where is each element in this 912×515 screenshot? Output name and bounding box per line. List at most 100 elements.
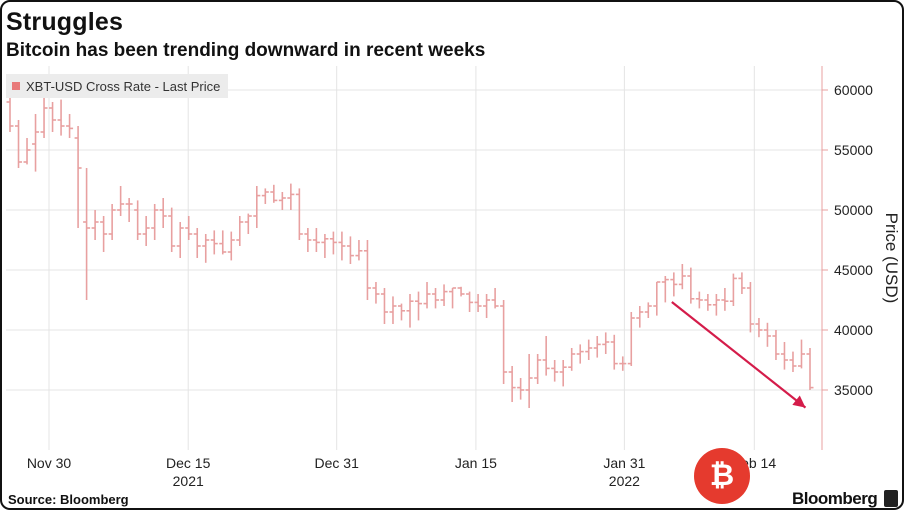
ohlc-bar (508, 366, 516, 402)
ohlc-bar (142, 216, 150, 246)
ohlc-bar (193, 228, 201, 258)
ohlc-bar (168, 207, 176, 252)
x-tick-label: Nov 30 (27, 455, 72, 471)
x-year-label: 2021 (173, 473, 204, 489)
y-tick-label: 55000 (834, 142, 873, 158)
ohlc-bar (729, 273, 737, 306)
ohlc-bar (763, 322, 771, 347)
ohlc-bar (372, 282, 380, 304)
ohlc-bar (517, 378, 525, 400)
ohlc-bar (389, 296, 397, 324)
trend-arrow-head (792, 395, 806, 408)
ohlc-bar (721, 288, 729, 311)
ohlc-bar (57, 99, 65, 136)
ohlc-bar (440, 284, 448, 306)
ohlc-bar (185, 216, 193, 240)
y-axis-title: Price (USD) (882, 213, 901, 304)
ohlc-bar (806, 348, 814, 390)
ohlc-bar (253, 186, 261, 228)
x-year-label: 2022 (609, 473, 640, 489)
ohlc-bar (321, 234, 329, 258)
ohlc-bar (108, 204, 116, 240)
ohlc-bar (406, 294, 414, 328)
legend-label: XBT-USD Cross Rate - Last Price (26, 78, 221, 94)
ohlc-bar (661, 276, 669, 303)
ohlc-bar (619, 356, 627, 371)
ohlc-bar (397, 303, 405, 321)
ohlc-bar (712, 294, 720, 316)
ohlc-bar (525, 354, 533, 408)
ohlc-bar (329, 231, 337, 255)
ohlc-bar (695, 291, 703, 309)
ohlc-bar (670, 272, 678, 297)
bitcoin-watermark-icon: ₿ (694, 448, 750, 504)
ohlc-bar (678, 264, 686, 290)
source-note: Source: Bloomberg (8, 492, 129, 507)
ohlc-bar (483, 294, 491, 318)
ohlc-bar (415, 291, 423, 321)
legend: XBT-USD Cross Rate - Last Price (6, 74, 229, 98)
ohlc-bar (449, 287, 457, 309)
ohlc-bar (287, 183, 295, 210)
ohlc-bar (83, 168, 91, 300)
ohlc-bar (40, 96, 48, 138)
ohlc-bar (755, 318, 763, 338)
y-tick-label: 60000 (834, 82, 873, 98)
ohlc-bar (202, 234, 210, 263)
ohlc-bar (6, 96, 14, 132)
ohlc-bar (117, 186, 125, 216)
ohlc-bar (474, 294, 482, 312)
ohlc-bar (100, 216, 108, 252)
ohlc-bar (644, 302, 652, 318)
ohlc-bar (457, 286, 465, 297)
ohlc-bar (466, 291, 474, 312)
x-tick-label: Jan 15 (455, 455, 497, 471)
brand-mark-icon (884, 490, 898, 507)
ohlc-bar (210, 230, 218, 255)
ohlc-bar (49, 102, 57, 132)
ohlc-bar (244, 213, 252, 234)
bitcoin-symbol: ₿ (709, 459, 735, 492)
ohlc-bar (500, 300, 508, 384)
ohlc-bar (355, 240, 363, 261)
ohlc-bar (278, 192, 286, 210)
y-tick-label: 40000 (834, 322, 873, 338)
ohlc-bar (491, 288, 499, 309)
ohlc-bar (151, 204, 159, 240)
ohlc-bar (687, 267, 695, 304)
ohlc-bar (746, 282, 754, 333)
ohlc-bar (593, 336, 601, 358)
ohlc-bar (551, 360, 559, 382)
x-tick-label: Dec 15 (166, 455, 211, 471)
ohlc-bar (270, 184, 278, 203)
y-tick-label: 45000 (834, 262, 873, 278)
ohlc-bar (23, 138, 31, 165)
x-tick-label: Jan 31 (603, 455, 645, 471)
chart-title: Struggles (6, 8, 124, 36)
chart-subtitle: Bitcoin has been trending downward in re… (6, 40, 486, 61)
ohlc-bar (227, 231, 235, 261)
ohlc-bar (346, 236, 354, 264)
ohlc-bar (772, 330, 780, 360)
ohlc-bar (653, 281, 661, 316)
ohlc-bar (797, 339, 805, 369)
ohlc-bar (236, 216, 244, 246)
trend-arrow-line (671, 301, 807, 409)
ohlc-bar (585, 339, 593, 360)
ohlc-bar (738, 272, 746, 294)
ohlc-bar (159, 198, 167, 228)
ohlc-bar (610, 334, 618, 370)
ohlc-bar (627, 312, 635, 366)
ohlc-bar (380, 288, 388, 324)
ohlc-bar (780, 342, 788, 370)
ohlc-bar (304, 228, 312, 252)
ohlc-bar (423, 282, 431, 309)
ohlc-bar (559, 360, 567, 387)
ohlc-bar (295, 188, 303, 240)
ohlc-bar (91, 210, 99, 240)
ohlc-bar (602, 332, 610, 354)
ohlc-bar (789, 351, 797, 372)
ohlc-bar (66, 114, 74, 138)
ohlc-bar (542, 336, 550, 376)
